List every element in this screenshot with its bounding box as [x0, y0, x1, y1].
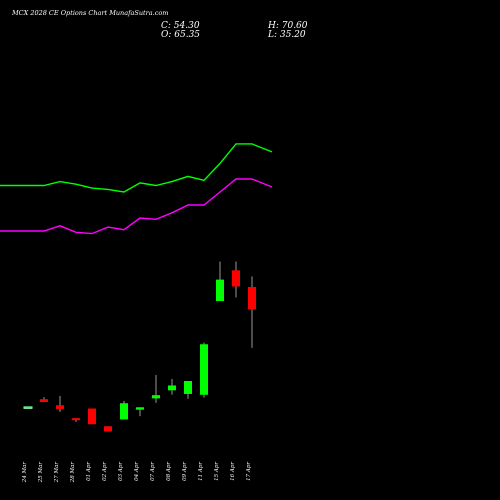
date-label: 11 Apr	[198, 462, 204, 481]
candle-down	[88, 408, 96, 425]
date-label: 02 Apr	[102, 462, 108, 481]
candle-up	[152, 395, 160, 399]
date-label: 07 Apr	[150, 462, 156, 481]
candle-up	[168, 385, 176, 391]
bands-group	[0, 143, 273, 235]
candle-up	[216, 279, 224, 302]
date-label: 04 Apr	[134, 462, 140, 481]
high-value: H: 70.60	[268, 21, 308, 31]
candle-up	[120, 403, 128, 420]
candles-group	[23, 261, 256, 432]
date-label: 17 Apr	[246, 462, 252, 481]
candle-down	[232, 270, 240, 287]
date-label: 25 Mar	[38, 462, 44, 484]
date-label: 24 Mar	[22, 462, 28, 484]
date-label: 01 Apr	[86, 462, 92, 481]
candle-down	[248, 286, 256, 310]
date-label: 27 Mar	[54, 462, 60, 484]
candle-up	[200, 344, 208, 395]
candle-up	[184, 381, 192, 394]
band-line-0	[0, 143, 273, 193]
candle-up	[136, 407, 144, 410]
date-label: 16 Apr	[230, 462, 236, 481]
date-label: 09 Apr	[182, 462, 188, 481]
candle-down	[72, 418, 80, 421]
low-value: L: 35.20	[268, 30, 306, 40]
date-label: 15 Apr	[214, 462, 220, 481]
band-line-1	[0, 178, 273, 235]
date-label: 08 Apr	[166, 462, 172, 481]
x-axis: 24 Mar 25 Mar 27 Mar 28 Mar 01 Apr 02 Apr 03 A…	[22, 462, 252, 484]
candle-down	[40, 399, 48, 403]
candle-down	[104, 426, 112, 432]
date-label: 28 Mar	[70, 462, 76, 484]
chart-title: MCX 2028 CE Options Chart MunafaSutra.co…	[12, 9, 169, 17]
candle-down	[56, 405, 64, 409]
date-label: 03 Apr	[118, 462, 124, 481]
close-value: C: 54.30	[161, 21, 200, 31]
open-value: O: 65.35	[161, 30, 201, 40]
candle-up	[23, 406, 33, 409]
